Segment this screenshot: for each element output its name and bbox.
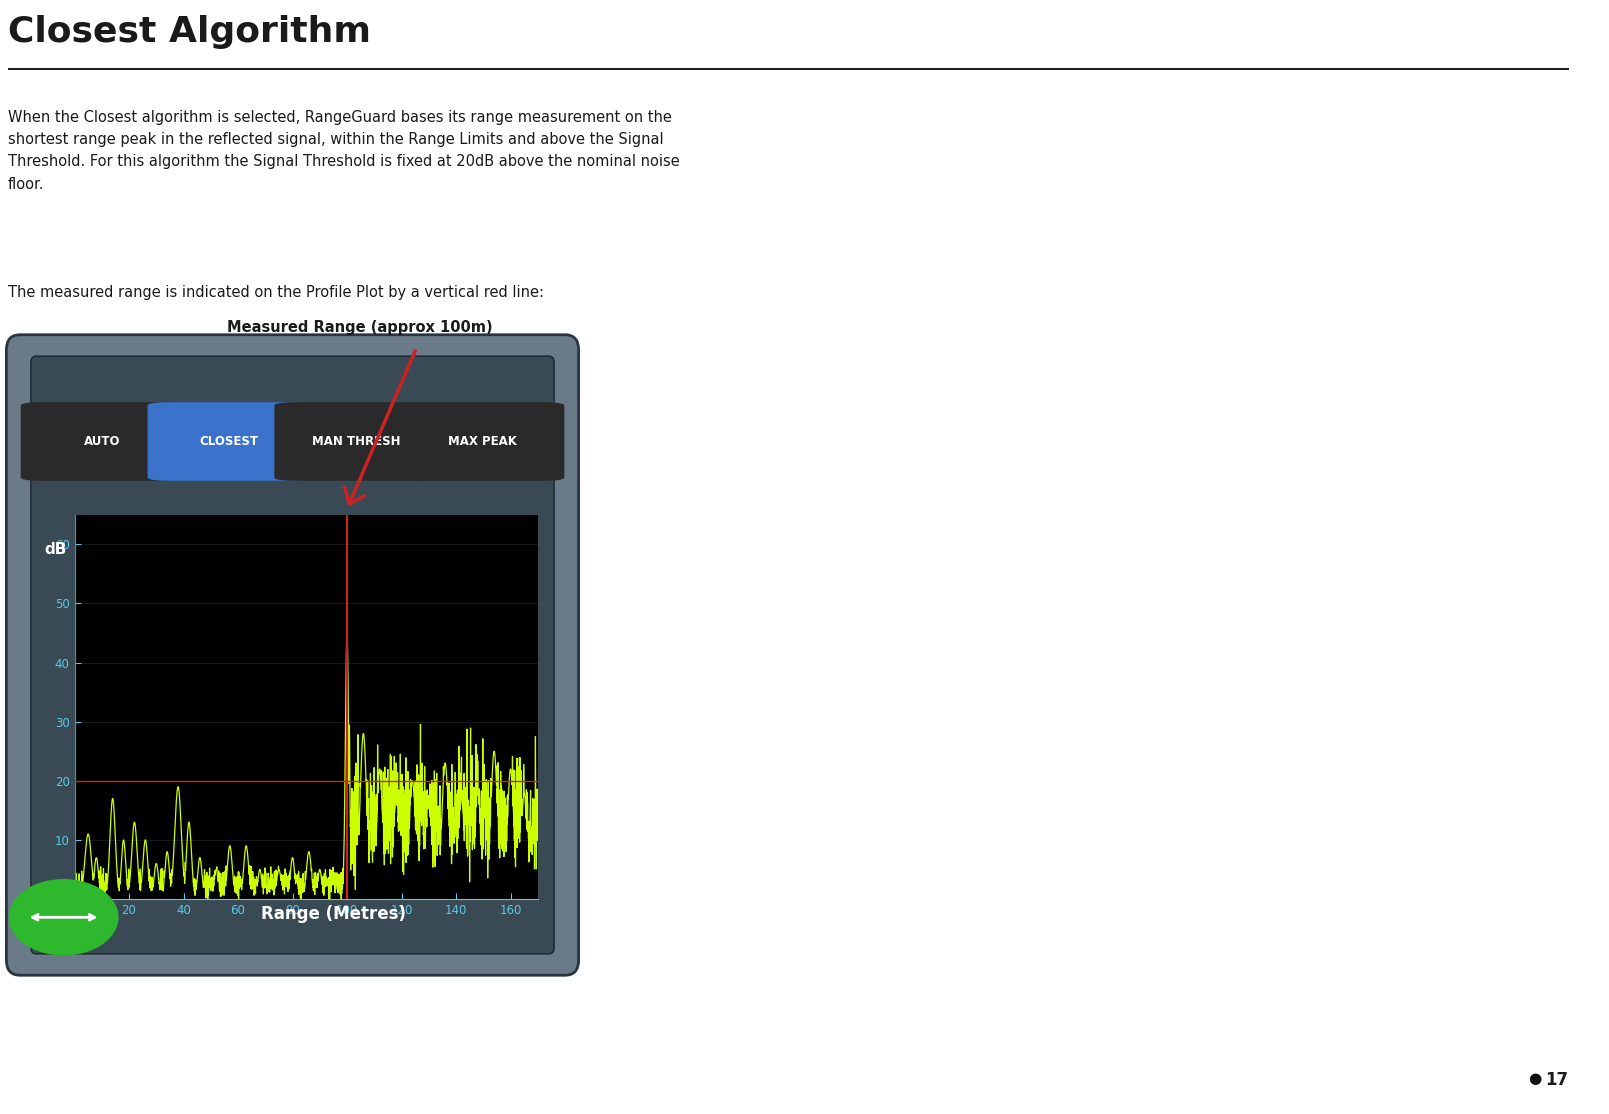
Text: Closest Algorithm: Closest Algorithm — [8, 14, 372, 49]
Circle shape — [10, 880, 117, 955]
FancyBboxPatch shape — [31, 356, 553, 954]
Text: MAN THRESH: MAN THRESH — [312, 434, 401, 448]
FancyBboxPatch shape — [21, 402, 183, 481]
FancyBboxPatch shape — [275, 402, 438, 481]
Text: ●: ● — [1529, 1072, 1541, 1086]
FancyBboxPatch shape — [148, 402, 311, 481]
Text: The measured range is indicated on the Profile Plot by a vertical red line:: The measured range is indicated on the P… — [8, 285, 544, 300]
FancyBboxPatch shape — [6, 334, 579, 975]
Text: MAX PEAK: MAX PEAK — [449, 434, 516, 448]
Text: AUTO: AUTO — [84, 434, 121, 448]
Text: dB: dB — [45, 541, 68, 557]
Text: Range (Metres): Range (Metres) — [261, 906, 407, 924]
Text: When the Closest algorithm is selected, RangeGuard bases its range measurement o: When the Closest algorithm is selected, … — [8, 110, 679, 192]
Text: CLOSEST: CLOSEST — [200, 434, 259, 448]
Text: 17: 17 — [1546, 1072, 1569, 1089]
Text: Measured Range (approx 100m): Measured Range (approx 100m) — [227, 320, 492, 335]
FancyBboxPatch shape — [401, 402, 565, 481]
